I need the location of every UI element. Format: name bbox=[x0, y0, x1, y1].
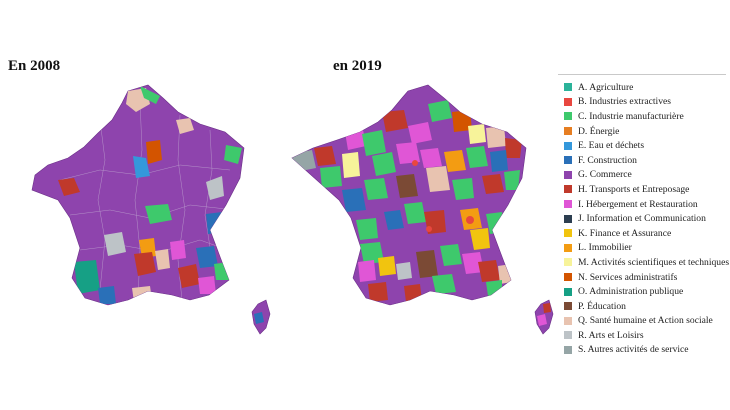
map-2019-corsica-north bbox=[543, 303, 551, 313]
legend-item: A. Agriculture bbox=[558, 80, 726, 95]
legend-swatch bbox=[564, 287, 572, 296]
legend-item: H. Transports et Entreposage bbox=[558, 182, 726, 197]
legend-label: A. Agriculture bbox=[578, 81, 634, 93]
legend-swatch bbox=[564, 200, 572, 209]
legend-label: J. Information et Communication bbox=[578, 213, 706, 225]
legend-swatch bbox=[564, 156, 572, 165]
legend-swatch bbox=[564, 229, 572, 238]
legend-label: H. Transports et Entreposage bbox=[578, 183, 690, 195]
map-title-2008: En 2008 bbox=[8, 58, 61, 74]
legend-swatch bbox=[564, 302, 572, 311]
map-2008-regions bbox=[58, 86, 242, 304]
legend-item: M. Activités scientifiques et techniques bbox=[558, 255, 730, 270]
legend-swatch bbox=[564, 127, 572, 136]
legend-label: E. Eau et déchets bbox=[578, 140, 645, 152]
map-2008 bbox=[31, 84, 271, 335]
legend-swatch bbox=[564, 273, 572, 282]
legend-swatch bbox=[564, 331, 572, 340]
legend-item: J. Information et Communication bbox=[558, 211, 726, 226]
legend-label: P. Éducation bbox=[578, 300, 626, 312]
legend-swatch bbox=[564, 170, 572, 179]
legend-swatch bbox=[564, 345, 572, 354]
legend-label: G. Commerce bbox=[578, 169, 632, 181]
legend-label: F. Construction bbox=[578, 154, 637, 166]
legend-item: G. Commerce bbox=[558, 168, 726, 183]
legend-label: B. Industries extractives bbox=[578, 96, 671, 108]
map-2019 bbox=[291, 84, 554, 335]
legend-item: E. Eau et déchets bbox=[558, 138, 726, 153]
legend-item: C. Industrie manufacturière bbox=[558, 109, 726, 124]
legend-item: P. Éducation bbox=[558, 299, 726, 314]
legend-swatch bbox=[564, 141, 572, 150]
legend: A. Agriculture B. Industries extractives… bbox=[558, 74, 730, 358]
legend-item: I. Hébergement et Restauration bbox=[558, 197, 726, 212]
legend-label: I. Hébergement et Restauration bbox=[578, 198, 698, 210]
legend-label: C. Industrie manufacturière bbox=[578, 110, 684, 122]
legend-item: R. Arts et Loisirs bbox=[558, 328, 726, 343]
legend-label: S. Autres activités de service bbox=[578, 344, 689, 356]
legend-item: L. Immobilier bbox=[558, 241, 726, 256]
map-title-2019: en 2019 bbox=[333, 58, 382, 74]
legend-swatch bbox=[564, 258, 572, 267]
map-2019-regions bbox=[292, 100, 522, 302]
legend-label: M. Activités scientifiques et techniques bbox=[578, 256, 730, 268]
map-2019-corsica-south bbox=[537, 314, 547, 326]
legend-label: D. Énergie bbox=[578, 125, 620, 137]
legend-swatch bbox=[564, 97, 572, 106]
legend-label: Q. Santé humaine et Action sociale bbox=[578, 315, 713, 327]
legend-swatch bbox=[564, 214, 572, 223]
legend-swatch bbox=[564, 185, 572, 194]
legend-swatch bbox=[564, 112, 572, 121]
legend-item: D. Énergie bbox=[558, 124, 726, 139]
legend-label: N. Services administratifs bbox=[578, 271, 678, 283]
legend-item: N. Services administratifs bbox=[558, 270, 726, 285]
legend-swatch bbox=[564, 83, 572, 92]
legend-label: K. Finance et Assurance bbox=[578, 227, 672, 239]
legend-item: B. Industries extractives bbox=[558, 95, 726, 110]
map-2008-corsica-region bbox=[254, 312, 264, 324]
legend-item: O. Administration publique bbox=[558, 284, 726, 299]
legend-label: R. Arts et Loisirs bbox=[578, 329, 644, 341]
legend-label: O. Administration publique bbox=[578, 286, 684, 298]
legend-item: F. Construction bbox=[558, 153, 726, 168]
legend-item: K. Finance et Assurance bbox=[558, 226, 726, 241]
legend-label: L. Immobilier bbox=[578, 242, 632, 254]
legend-swatch bbox=[564, 316, 572, 325]
legend-item: Q. Santé humaine et Action sociale bbox=[558, 314, 726, 329]
legend-swatch bbox=[564, 243, 572, 252]
legend-item: S. Autres activités de service bbox=[558, 343, 726, 358]
